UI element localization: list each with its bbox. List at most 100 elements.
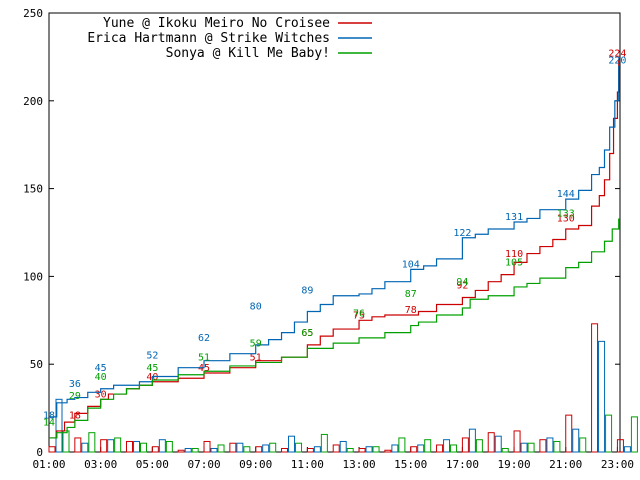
data-label: 110 — [505, 249, 523, 260]
data-label: 18 — [69, 410, 81, 421]
x-tick-label: 15:00 — [394, 458, 427, 471]
data-label: 87 — [405, 289, 417, 300]
bar — [436, 444, 444, 453]
x-tick-label: 21:00 — [549, 458, 582, 471]
bar — [443, 439, 451, 453]
bar — [288, 435, 296, 453]
bar — [81, 442, 89, 453]
data-label: 51 — [250, 352, 262, 363]
bar — [520, 442, 528, 453]
bar — [565, 414, 573, 453]
bar — [158, 439, 166, 453]
bar — [269, 442, 277, 453]
bar — [62, 430, 70, 453]
bar — [165, 440, 173, 453]
bar — [210, 447, 218, 453]
data-label: 36 — [69, 379, 81, 390]
data-label: 65 — [301, 328, 313, 339]
bar — [88, 432, 96, 453]
series-line — [49, 218, 620, 439]
bar — [384, 449, 392, 453]
data-label: 131 — [505, 212, 523, 223]
data-label: 122 — [453, 228, 471, 239]
bar — [398, 437, 406, 453]
bar — [107, 439, 115, 453]
x-tick-label: 17:00 — [446, 458, 479, 471]
bar — [151, 446, 159, 453]
y-tick-label: 0 — [36, 446, 43, 459]
data-label: 59 — [250, 338, 262, 349]
data-label: 76 — [353, 309, 365, 320]
data-label: 65 — [301, 328, 313, 339]
bar — [391, 444, 399, 453]
bar — [133, 440, 141, 453]
data-label: 220 — [608, 56, 626, 67]
legend-label: Yune @ Ikoku Meiro No Croisee — [103, 16, 330, 31]
y-tick-label: 100 — [23, 270, 43, 283]
bar — [450, 444, 458, 453]
data-label: 94 — [456, 277, 468, 288]
bar — [417, 444, 425, 453]
bar — [295, 442, 303, 453]
bar — [513, 430, 521, 453]
bar — [281, 447, 289, 453]
bar — [461, 437, 469, 453]
bar — [346, 447, 354, 453]
bar — [553, 440, 561, 453]
y-tick-label: 250 — [23, 7, 43, 20]
data-label: 29 — [69, 391, 81, 402]
data-label: 104 — [402, 259, 420, 270]
x-tick-label: 05:00 — [136, 458, 169, 471]
x-tick-label: 07:00 — [187, 458, 220, 471]
bar — [217, 444, 225, 453]
legend-label: Sonya @ Kill Me Baby! — [166, 46, 330, 61]
bar — [579, 437, 587, 453]
bar — [487, 432, 495, 453]
bar — [313, 446, 321, 453]
bar — [114, 437, 122, 453]
data-label: 133 — [557, 208, 575, 219]
y-tick-label: 50 — [30, 358, 43, 371]
bar — [591, 323, 599, 453]
data-label: 75 — [353, 310, 365, 321]
x-tick-label: 11:00 — [291, 458, 324, 471]
data-label: 130 — [557, 214, 575, 225]
x-tick-label: 19:00 — [498, 458, 531, 471]
data-label: 40 — [95, 372, 107, 383]
bar — [365, 446, 373, 453]
bar — [546, 437, 554, 453]
data-label: 62 — [198, 333, 210, 344]
bar — [243, 446, 251, 453]
x-tick-label: 03:00 — [84, 458, 117, 471]
bar — [616, 439, 624, 453]
data-label: 45 — [146, 363, 158, 374]
bar — [177, 449, 185, 453]
bar — [229, 442, 237, 453]
bar — [100, 439, 108, 453]
bar — [320, 433, 328, 453]
bar — [630, 416, 638, 453]
bar — [598, 340, 606, 453]
bar — [539, 439, 547, 453]
bar — [126, 440, 134, 453]
x-tick-label: 01:00 — [32, 458, 65, 471]
x-tick-label: 13:00 — [342, 458, 375, 471]
bar — [358, 447, 366, 453]
bar — [55, 398, 63, 453]
data-label: 51 — [198, 352, 210, 363]
series-line — [49, 65, 620, 418]
bar — [468, 428, 476, 453]
bar — [236, 442, 244, 453]
bar — [74, 437, 82, 453]
bar — [191, 447, 199, 453]
x-tick-label: 09:00 — [239, 458, 272, 471]
data-label: 18 — [43, 410, 55, 421]
bar — [306, 447, 314, 453]
data-label: 14 — [43, 417, 55, 428]
bar — [605, 414, 613, 453]
data-label: 89 — [301, 286, 313, 297]
legend-label: Erica Hartmann @ Strike Witches — [87, 31, 330, 46]
data-label: 45 — [198, 363, 210, 374]
bar — [203, 440, 211, 453]
